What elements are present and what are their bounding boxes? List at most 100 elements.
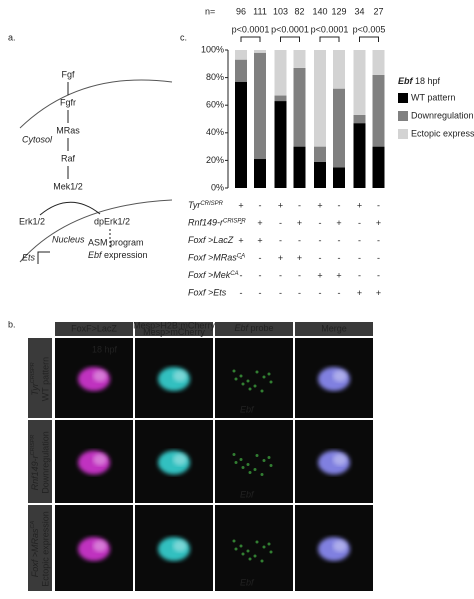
- genotype-sign: +: [257, 235, 262, 245]
- panel-label: c.: [180, 32, 187, 42]
- genotype-sign: -: [319, 253, 322, 263]
- row-genotype: Foxf >MRasCA: [30, 520, 40, 577]
- pathway-node: dpErk1/2: [94, 216, 130, 226]
- probe-word: probe: [251, 323, 274, 333]
- y-tick-label: 80%: [206, 72, 224, 82]
- cell-cluster: [93, 453, 107, 466]
- n-value: 96: [236, 6, 246, 16]
- genotype-sup: CA: [237, 253, 245, 259]
- signal-dot: [239, 544, 243, 548]
- genotype-sign: -: [377, 253, 380, 263]
- expression-label: Ebf expression: [88, 250, 148, 260]
- genotype-sign: -: [279, 218, 282, 228]
- bar-segment: [293, 50, 306, 68]
- n-value: 129: [331, 6, 346, 16]
- genotype-sign: -: [358, 253, 361, 263]
- stage-label: 18 hpf: [92, 344, 118, 354]
- signal-dot: [241, 466, 245, 469]
- micrograph: [215, 505, 293, 591]
- y-tick-label: 20%: [206, 155, 224, 165]
- bar-segment: [274, 101, 287, 188]
- n-value: 82: [294, 6, 304, 16]
- legend-swatch: [398, 129, 408, 139]
- genotype-sign: -: [279, 270, 282, 280]
- genotype-sign: -: [259, 270, 262, 280]
- signal-dot: [234, 547, 238, 551]
- signal-dot: [246, 549, 250, 553]
- bar-segment: [293, 146, 306, 188]
- signal-dot: [269, 380, 273, 384]
- arrows: [37, 82, 111, 264]
- row-genotype: Rnf149-rCRISPR: [30, 435, 40, 491]
- bar-segment: [333, 88, 345, 168]
- bar-segment: [314, 146, 326, 162]
- genotype-sign: -: [240, 288, 243, 298]
- signal-dot: [255, 454, 259, 457]
- bar-segment: [372, 74, 385, 147]
- signal-dot: [262, 459, 266, 462]
- column-label: Merge: [321, 323, 347, 333]
- genotype-sign: +: [278, 200, 283, 210]
- genotype-sign: -: [259, 288, 262, 298]
- genotype-sign: -: [358, 270, 361, 280]
- bar-segment: [353, 114, 366, 124]
- genotype-sign: -: [240, 270, 243, 280]
- bar-segment: [254, 52, 266, 160]
- genotype-sign: -: [240, 253, 243, 263]
- genotype-label: Foxf >MekCA: [188, 270, 239, 280]
- row-label-box: [28, 420, 52, 503]
- pathway-node: MRas: [56, 125, 80, 135]
- genotype-sign: -: [259, 253, 262, 263]
- panel-label: b.: [8, 319, 16, 329]
- signal-dot: [260, 389, 264, 393]
- cell-cluster: [333, 540, 347, 552]
- genotype-sign: -: [298, 235, 301, 245]
- signal-dot: [262, 375, 266, 379]
- genotype-sign: +: [278, 253, 283, 263]
- pathway-node: Raf: [61, 153, 76, 163]
- genotype-sign: -: [298, 200, 301, 210]
- genotype-sign: -: [319, 288, 322, 298]
- genotype-name: Foxf >Mek: [188, 270, 231, 280]
- column-label: Ebf probe: [234, 323, 273, 333]
- column-header: [215, 322, 293, 336]
- pathway-node: Erk1/2: [19, 216, 45, 226]
- row-phenotype: Ectopic expression: [40, 511, 50, 587]
- legend-stage: 18 hpf: [415, 76, 441, 86]
- column-label: Mesp>mCherry: [143, 327, 205, 337]
- bar-segment: [254, 50, 266, 53]
- genotype-sign: +: [376, 218, 381, 228]
- signal-dot: [246, 463, 250, 466]
- genotype-sup: CA: [230, 271, 238, 277]
- signal-dot: [246, 379, 250, 383]
- genotype-sign: -: [338, 200, 341, 210]
- membrane: [19, 79, 173, 129]
- significance-bracket: [240, 36, 261, 42]
- signal-dot: [267, 456, 271, 459]
- signal-dot: [232, 539, 236, 543]
- genotype-sign: +: [238, 200, 243, 210]
- row-phenotype: Downregulation: [40, 431, 50, 494]
- genotype-label: TyrCRISPR: [188, 200, 224, 210]
- genotype-sign: -: [338, 288, 341, 298]
- signal-dot: [253, 384, 257, 388]
- micrograph: [215, 420, 293, 503]
- n-value: 27: [373, 6, 383, 16]
- y-tick-label: 100%: [201, 44, 224, 54]
- genotype-sup: CA: [30, 520, 36, 528]
- cell-cluster: [333, 453, 347, 466]
- signal-dot: [241, 552, 245, 556]
- cell-cluster: [93, 540, 107, 552]
- signal-dot: [255, 370, 259, 374]
- n-value: 140: [312, 6, 327, 16]
- bar-segment: [333, 167, 345, 188]
- genotype-sign: +: [238, 235, 243, 245]
- bar-segment: [274, 50, 287, 96]
- n-value: 103: [273, 6, 288, 16]
- compartment-label: Cytosol: [22, 134, 53, 144]
- genotype-label: Rnf149-rCRISPR: [188, 218, 246, 228]
- genotype-sign: -: [377, 235, 380, 245]
- bar-segment: [293, 67, 306, 147]
